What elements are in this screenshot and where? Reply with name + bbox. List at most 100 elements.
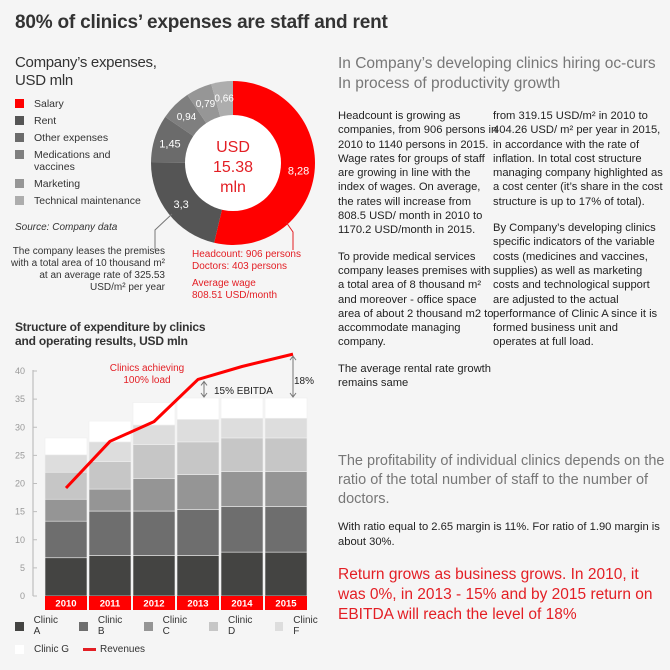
bar-segment-clinic-g-2015	[264, 397, 308, 419]
bar-segment-clinic-b-2013	[176, 509, 220, 556]
return-highlight-text: Return grows as business grows. In 2010,…	[338, 566, 653, 623]
legend-item-clinic-f: Clinic F	[274, 615, 325, 637]
legend-label: Clinic F	[293, 615, 318, 637]
donut-center-line1: USD	[216, 139, 250, 156]
legend-item-salary: Salary	[15, 98, 141, 110]
legend-swatch-technical-maintenance	[15, 196, 24, 205]
legend-item-medications: Medications and vaccines	[15, 149, 141, 173]
bar-segment-clinic-g-2014	[220, 397, 264, 419]
legend-label: Medications and vaccines	[34, 149, 111, 173]
bar-chart-legend: Clinic A Clinic B Clinic C Clinic D Clin…	[15, 615, 325, 666]
source-note: Source: Company data	[15, 222, 118, 233]
bar-segment-clinic-a-2014	[220, 551, 264, 597]
section-heading-hiring: In Company’s developing clinics hiring o…	[338, 55, 656, 92]
donut-chart-title: Company’s expenses, USD mln	[15, 54, 157, 90]
annotation-15-ebitda: 15% EBITDA	[214, 386, 273, 397]
paragraph-rental-rate: The average rental rate growth remains s…	[338, 362, 491, 390]
bar-segment-clinic-d-2012	[132, 444, 176, 479]
arrow-ebitda-2013-head-top	[200, 380, 208, 386]
bar-segment-clinic-c-2011	[88, 488, 132, 512]
paragraph-leases: To provide medical services company leas…	[338, 250, 494, 349]
legend-label: Other expenses	[34, 132, 109, 144]
donut-value-label: 3,3	[173, 199, 188, 211]
legend-label: Marketing	[34, 178, 81, 190]
bar-segment-clinic-f-2010	[44, 454, 88, 473]
donut-value-label: 0,66	[214, 94, 234, 105]
bar-segment-clinic-d-2010	[44, 471, 88, 500]
ebitda-arrows	[200, 355, 297, 398]
bar-segment-clinic-c-2012	[132, 478, 176, 512]
bar-segment-clinic-b-2011	[88, 510, 132, 556]
legend-label: Technical maintenance	[34, 195, 141, 207]
legend-label: Clinic B	[97, 615, 123, 637]
bar-segment-clinic-c-2010	[44, 498, 88, 522]
legend-label: Clinic G	[34, 643, 70, 655]
y-tick-label: 0	[20, 591, 25, 601]
bar-chart-title: Structure of expenditure by clinics and …	[15, 320, 206, 348]
x-label-bg-2012	[133, 596, 175, 610]
paragraph-rental-growth: from 319.15 USD/m² in 2010 to 404.26 USD…	[493, 110, 663, 208]
x-axis-labels: 2010 2011 2012 2013 2014 2015	[45, 596, 307, 610]
legend-item-clinic-g: Clinic G	[15, 644, 69, 655]
legend-label: Revenues	[100, 643, 146, 655]
section-heading-profitability: The profitability of individual clinics …	[338, 453, 665, 507]
legend-item-marketing: Marketing	[15, 178, 141, 190]
paragraph-headcount: Headcount is growing as companies, from …	[338, 110, 498, 237]
bars	[44, 397, 308, 597]
wage-label: Average wage	[192, 278, 256, 289]
profitability-text: With ratio equal to 2.65 margin is 11%. …	[338, 521, 660, 548]
donut-chart: 8,28 3,3 1,45 0,94 0,79 0,66 USD 15.38 mln	[151, 81, 316, 250]
bar-segment-clinic-d-2015	[264, 437, 308, 472]
annotation-clinics-load-line1: Clinics achieving	[110, 363, 184, 374]
page-title: 80% of clinics’ expenses are staff and r…	[15, 12, 388, 33]
wage-value: 808.51 USD/month	[192, 290, 278, 301]
bar-segment-clinic-a-2010	[44, 557, 88, 597]
legend-item-other-expenses: Other expenses	[15, 132, 141, 144]
bar-segment-clinic-d-2011	[88, 461, 132, 490]
arrow-ebitda-2015-head-bottom	[289, 392, 297, 398]
bar-segment-clinic-d-2013	[176, 441, 220, 475]
y-tick-label: 25	[15, 450, 25, 460]
legend-item-clinic-b: Clinic B	[79, 615, 130, 637]
bar-segment-clinic-f-2014	[220, 417, 264, 439]
donut-legend: Salary Rent Other expenses Medications a…	[15, 98, 141, 212]
y-tick-label: 20	[15, 479, 25, 489]
donut-value-label: 1,45	[159, 138, 180, 150]
bar-segment-clinic-c-2014	[220, 471, 264, 507]
bar-segment-clinic-g-2013	[176, 397, 220, 420]
legend-label: Rent	[34, 115, 57, 127]
donut-hole	[185, 115, 281, 211]
bar-segment-clinic-b-2012	[132, 510, 176, 556]
legend-swatch-clinic-a	[15, 621, 24, 631]
bar-segment-clinic-f-2015	[264, 417, 308, 439]
bar-segment-clinic-b-2015	[264, 506, 308, 553]
y-tick-label: 10	[15, 535, 25, 545]
x-label-bg-2014	[221, 596, 263, 610]
legend-swatch-clinic-d	[209, 621, 218, 631]
legend-item-rent: Rent	[15, 115, 141, 127]
legend-line-revenues	[83, 647, 97, 651]
staff-note: Headcount: 906 persons Doctors: 403 pers…	[192, 249, 301, 307]
legend-swatch-salary	[15, 99, 24, 108]
x-label-bg-2010	[45, 596, 87, 610]
x-label-bg-2013	[177, 596, 219, 610]
bar-segment-clinic-g-2010	[44, 437, 88, 456]
y-tick-label: 5	[20, 563, 25, 573]
bar-segment-clinic-b-2010	[44, 520, 88, 559]
legend-swatch-clinic-b	[79, 621, 88, 631]
lease-note: The company leases the premises with a t…	[11, 246, 165, 293]
legend-label: Clinic A	[33, 615, 59, 637]
bar-segment-clinic-f-2013	[176, 419, 220, 443]
bar-segment-clinic-c-2013	[176, 474, 220, 510]
bar-segment-clinic-a-2013	[176, 555, 220, 597]
y-tick-label: 35	[15, 394, 25, 404]
donut-value-label: 0,79	[196, 99, 216, 110]
y-tick-label: 40	[15, 366, 25, 376]
legend-item-clinic-c: Clinic C	[144, 615, 195, 637]
bar-segment-clinic-g-2011	[88, 420, 132, 443]
x-tick-label: 2011	[100, 599, 121, 610]
legend-item-clinic-d: Clinic D	[209, 615, 260, 637]
paragraph-variable-costs: By Company’s developing clinics specific…	[493, 222, 658, 349]
doctors-text: Doctors: 403 persons	[192, 261, 288, 272]
